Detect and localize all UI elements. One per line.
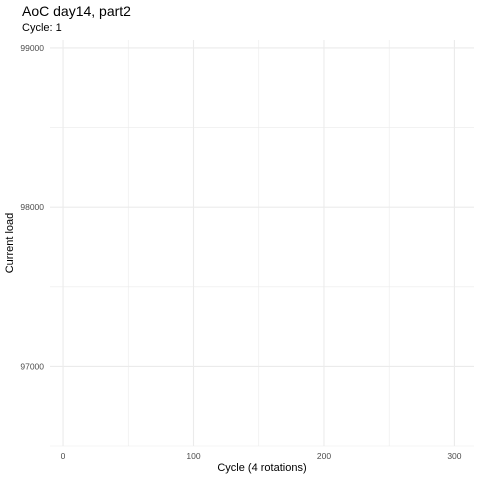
y-tick-label: 97000 xyxy=(20,361,44,371)
x-axis-label: Cycle (4 rotations) xyxy=(217,462,306,474)
chart-subtitle: Cycle: 1 xyxy=(22,22,62,34)
x-tick-labels: 0 100 200 300 xyxy=(61,451,462,461)
x-tick-label: 300 xyxy=(447,451,461,461)
chart-title: AoC day14, part2 xyxy=(22,3,131,19)
minor-gridlines xyxy=(50,40,474,447)
x-tick-label: 0 xyxy=(61,451,66,461)
x-tick-label: 200 xyxy=(317,451,331,461)
y-tick-labels: 97000 98000 99000 xyxy=(20,43,44,371)
y-axis-label: Current load xyxy=(4,213,16,274)
y-tick-label: 98000 xyxy=(20,202,44,212)
y-tick-label: 99000 xyxy=(20,43,44,53)
major-gridlines xyxy=(50,40,474,446)
x-tick-label: 100 xyxy=(186,451,200,461)
